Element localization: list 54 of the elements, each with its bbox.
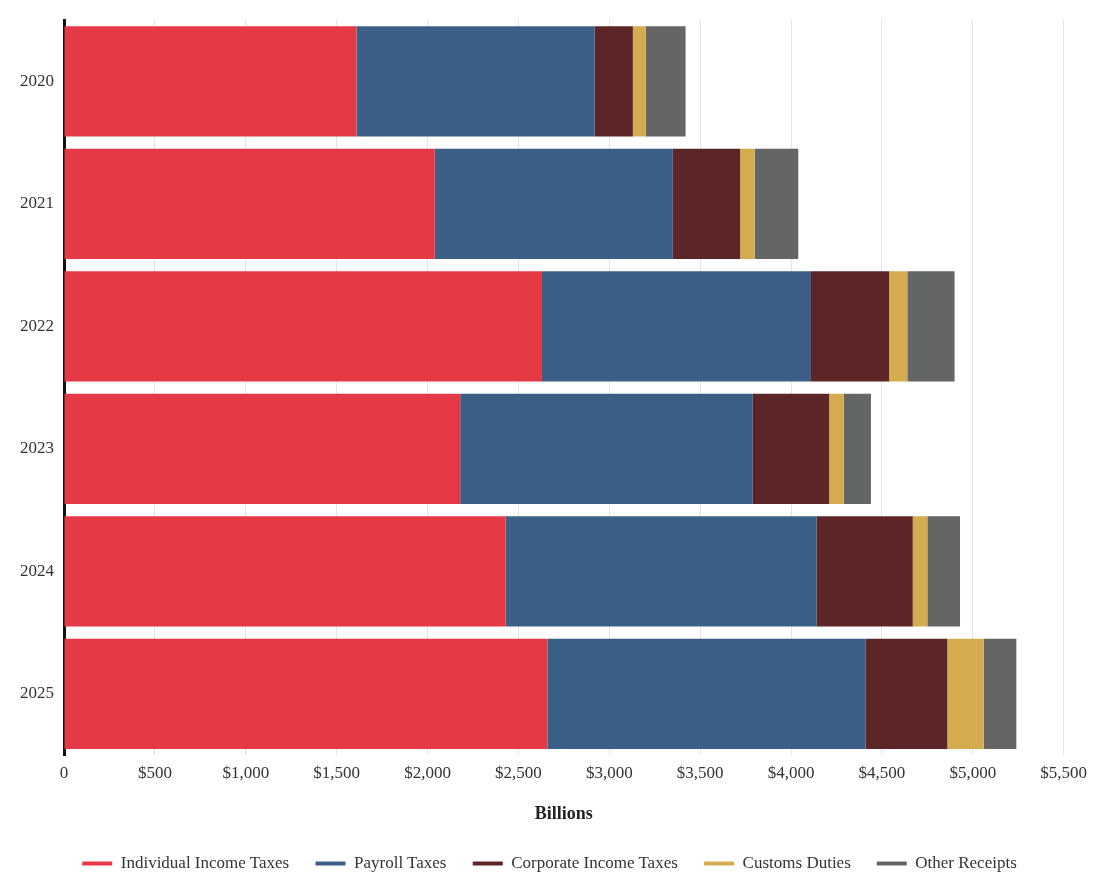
x-tick-label: $2,500	[495, 762, 542, 782]
legend-label: Corporate Income Taxes	[511, 852, 678, 872]
legend-label: Individual Income Taxes	[120, 852, 290, 872]
bar	[505, 516, 817, 627]
bar	[752, 393, 830, 504]
bar	[547, 638, 866, 749]
bar	[460, 393, 753, 504]
bar	[829, 393, 844, 504]
bar	[64, 638, 548, 749]
bar	[740, 148, 755, 260]
bar	[64, 271, 542, 382]
bar	[64, 148, 435, 260]
bar	[542, 271, 811, 382]
bar	[810, 271, 890, 382]
bar	[983, 638, 1017, 749]
bar	[816, 516, 913, 627]
bar	[843, 393, 871, 504]
legend-label: Customs Duties	[742, 852, 851, 872]
bar	[632, 26, 646, 137]
bar	[889, 271, 908, 382]
x-tick-label: 0	[59, 762, 69, 782]
x-tick-label: $1,500	[313, 762, 360, 782]
x-tick-label: $3,000	[585, 762, 633, 782]
legend-label: Other Receipts	[915, 852, 1017, 872]
x-tick-label: $4,000	[767, 762, 815, 782]
x-tick-label: $5,500	[1040, 762, 1087, 782]
y-tick-label: 2020	[20, 70, 54, 90]
bar	[64, 26, 357, 137]
bar	[927, 516, 961, 627]
bar	[645, 26, 686, 137]
bar	[64, 393, 461, 504]
bar	[594, 26, 633, 137]
bar	[907, 271, 955, 382]
bar	[754, 148, 799, 260]
y-tick-label: 2023	[20, 438, 54, 458]
x-tick-label: $1,000	[222, 762, 270, 782]
bar	[434, 148, 673, 260]
bar	[356, 26, 595, 137]
bar	[865, 638, 948, 749]
bar	[64, 516, 506, 627]
x-tick-label: $5,000	[949, 762, 997, 782]
bar	[672, 148, 741, 260]
bar	[912, 516, 928, 627]
y-tick-label: 2022	[20, 315, 54, 335]
x-tick-label: $500	[137, 762, 172, 782]
x-axis-title: Billions	[534, 802, 593, 823]
x-tick-label: $4,500	[858, 762, 906, 782]
y-tick-label: 2025	[20, 683, 54, 703]
x-tick-label: $2,000	[404, 762, 451, 782]
x-tick-label: $3,500	[676, 762, 724, 782]
y-tick-label: 2024	[20, 560, 55, 580]
bar	[947, 638, 984, 749]
y-tick-label: 2021	[20, 193, 54, 213]
legend-label: Payroll Taxes	[354, 852, 447, 872]
